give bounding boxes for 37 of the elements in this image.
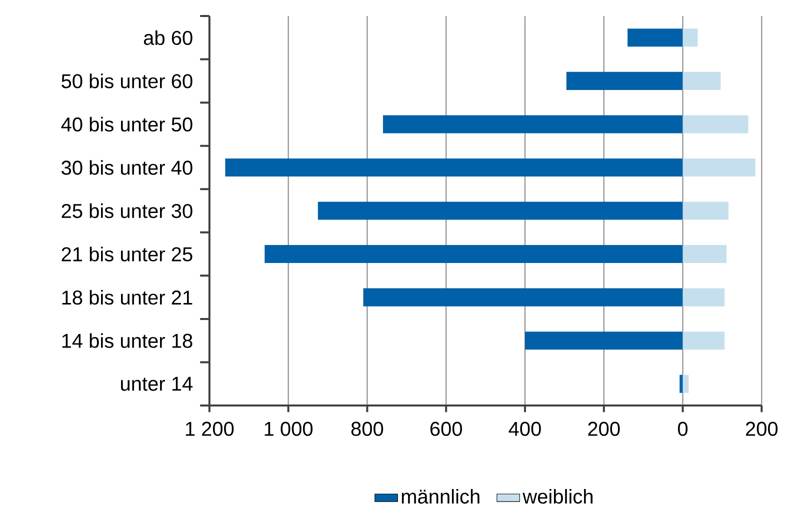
x-tick-label: 200: [588, 422, 620, 436]
x-tick-label: 1 000: [264, 422, 313, 436]
y-tick-label: 18 bis unter 21: [62, 290, 192, 305]
bar: [682, 375, 689, 394]
bar: [318, 202, 683, 220]
bar: [682, 158, 756, 177]
legend-label: männlich: [402, 489, 480, 504]
bar: [680, 375, 683, 394]
bar: [524, 332, 683, 350]
bar: [566, 72, 683, 90]
bar: [682, 28, 698, 47]
y-tick-label: 40 bis unter 50: [61, 117, 192, 132]
x-tick-label: 200: [746, 422, 778, 436]
bar: [225, 158, 683, 177]
bar: [363, 288, 683, 307]
y-tick-label: 14 bis unter 18: [62, 333, 192, 348]
y-tick-label: 50 bis unter 60: [62, 74, 192, 88]
bar: [682, 115, 748, 134]
x-tick-label: 0: [678, 422, 688, 436]
y-tick-label: unter 14: [121, 377, 193, 392]
y-tick-label: 25 bis unter 30: [62, 204, 192, 218]
bar: [264, 245, 683, 264]
bar: [682, 332, 725, 350]
bar: [682, 202, 729, 220]
x-tick-label: 800: [351, 422, 384, 436]
bar: [382, 115, 683, 134]
x-tick-label: 400: [508, 422, 541, 436]
bar: [682, 245, 727, 264]
y-tick-label: ab 60: [144, 30, 192, 46]
bar: [682, 72, 721, 90]
bar: [628, 28, 683, 47]
bar: [682, 288, 725, 307]
legend-label: weiblich: [522, 489, 592, 504]
x-tick-label: 1 200: [186, 422, 234, 436]
y-tick-label: 30 bis unter 40: [62, 160, 192, 176]
y-tick-label: 21 bis unter 25: [62, 246, 192, 262]
x-tick-label: 600: [430, 422, 462, 436]
